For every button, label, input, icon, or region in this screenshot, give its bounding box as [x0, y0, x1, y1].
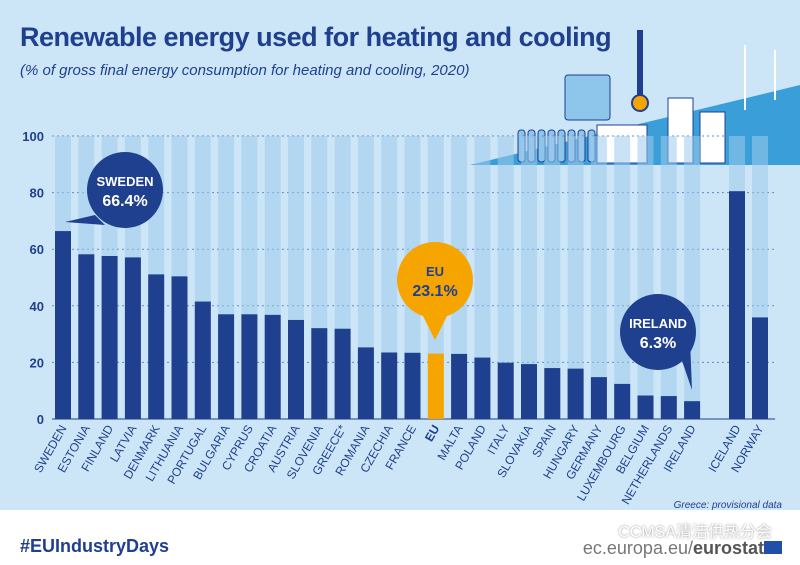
- bar-eu: [427, 353, 444, 419]
- callout-bubble: [620, 294, 696, 370]
- bar-column-bg: [660, 136, 677, 419]
- callout-bubble: [87, 152, 163, 228]
- y-tick-label: 40: [30, 299, 44, 314]
- bar-column-bg: [590, 136, 607, 419]
- bar-sweden: [55, 231, 71, 419]
- bar-estonia: [78, 254, 95, 419]
- bar-ireland: [684, 401, 701, 419]
- bar-netherlands: [660, 396, 677, 419]
- callout-value: 6.3%: [640, 335, 676, 352]
- chart-subtitle: (% of gross final energy consumption for…: [20, 62, 470, 79]
- source-link[interactable]: ec.europa.eu/eurostat: [583, 538, 764, 559]
- bar-column-bg: [521, 136, 537, 419]
- bar-czechia: [381, 352, 398, 419]
- bar-denmark: [148, 274, 165, 419]
- bar-column-bg: [381, 136, 398, 419]
- bar-column-bg: [567, 136, 584, 419]
- bar-column-bg: [497, 136, 514, 419]
- bar-hungary: [567, 368, 584, 419]
- bar-column-bg: [474, 136, 491, 419]
- bar-croatia: [264, 314, 281, 419]
- building-icon: [699, 111, 726, 164]
- illustration-city-wind: [470, 30, 800, 165]
- footnote: Greece: provisional data: [673, 500, 782, 511]
- bar-norway: [752, 317, 768, 419]
- y-tick-label: 80: [30, 186, 44, 201]
- bar-slovakia: [521, 364, 537, 419]
- chart-title: Renewable energy used for heating and co…: [20, 22, 612, 52]
- bar-austria: [288, 319, 304, 419]
- radiator-fin: [537, 129, 546, 163]
- bar-italy: [497, 362, 514, 419]
- watermark: CCMSA清洁供热分会: [618, 524, 772, 541]
- bar-romania: [357, 347, 374, 419]
- bar-slovenia: [311, 328, 328, 419]
- source-brand: eurostat: [692, 538, 764, 558]
- bar-poland: [474, 357, 491, 419]
- eu-flag-icon: [764, 541, 782, 554]
- bar-luxembourg: [614, 383, 631, 419]
- bar-france: [404, 352, 421, 419]
- bar-greece: [334, 328, 351, 419]
- bar-bulgaria: [218, 314, 235, 419]
- callout-tail: [420, 310, 450, 340]
- callout-bubble: [397, 242, 473, 318]
- bar-belgium: [637, 395, 654, 419]
- bar-column-bg: [544, 136, 561, 419]
- bar-cyprus: [241, 314, 258, 419]
- bar-portugal: [194, 301, 211, 419]
- bar-germany: [590, 377, 607, 419]
- x-tick-label: EU: [422, 423, 442, 444]
- y-tick-label: 60: [30, 242, 44, 257]
- y-tick-label: 100: [22, 129, 44, 144]
- building-icon: [667, 97, 694, 164]
- hashtag: #EUIndustryDays: [20, 536, 170, 556]
- callout-name: IRELAND: [629, 316, 687, 331]
- bar-iceland: [729, 191, 745, 419]
- y-tick-label: 20: [30, 355, 44, 370]
- callout-value: 23.1%: [412, 283, 457, 300]
- bar-column-bg: [684, 136, 701, 419]
- bar-finland: [101, 255, 118, 419]
- bar-spain: [544, 368, 561, 419]
- callout-name: SWEDEN: [96, 174, 153, 189]
- callout-name: EU: [426, 264, 444, 279]
- callout-value: 66.4%: [102, 193, 147, 210]
- bar-column-bg: [637, 136, 654, 419]
- fan-icon: [564, 74, 611, 121]
- callout-tail: [65, 215, 105, 225]
- bar-lithuania: [171, 276, 188, 419]
- bar-latvia: [124, 257, 141, 419]
- y-tick-label: 0: [37, 412, 44, 427]
- source-prefix: ec.europa.eu/: [582, 538, 693, 558]
- bar-column-bg: [614, 136, 631, 419]
- bar-malta: [451, 353, 468, 419]
